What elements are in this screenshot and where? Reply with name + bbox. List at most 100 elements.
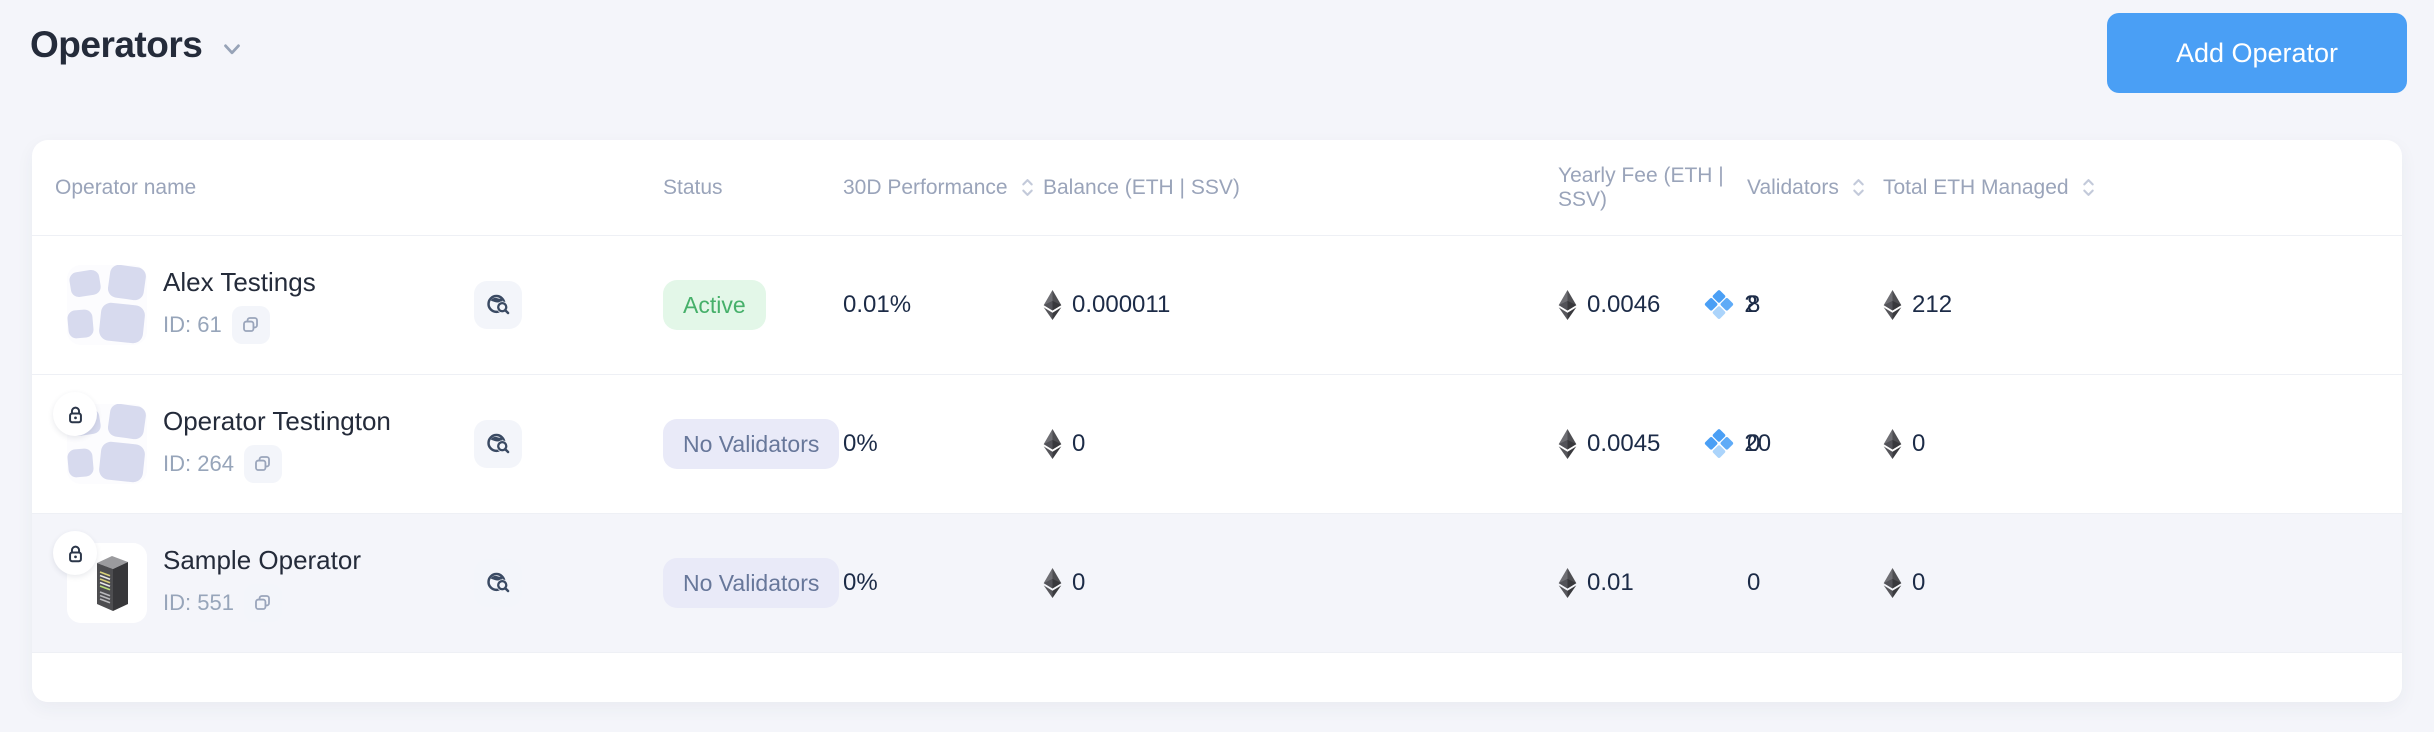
operators-table-card: Operator name Status 30D Performance Bal… — [32, 140, 2402, 702]
open-in-explorer-button[interactable] — [474, 420, 522, 468]
copy-id-button[interactable] — [243, 583, 282, 622]
table-row[interactable]: Alex Testings ID: 61 — [32, 236, 2402, 375]
explorer-globe-magnifier-icon — [486, 294, 509, 314]
yearly-fee-cell: 0.01 — [1558, 568, 1747, 598]
operator-id: ID: 61 — [163, 311, 222, 337]
col-header-label: Operator name — [55, 175, 197, 199]
copy-icon — [243, 317, 259, 332]
fee-eth-value: 0.0046 — [1587, 291, 1661, 318]
top-bar: Operators Add Operator — [0, 0, 2434, 140]
open-in-explorer-button[interactable] — [474, 281, 522, 329]
operator-name: Operator Testington — [163, 405, 391, 436]
status-badge: No Validators — [663, 419, 840, 469]
fee-eth-value: 0.0045 — [1587, 430, 1661, 457]
private-operator-badge — [53, 531, 97, 575]
sort-icon[interactable] — [1851, 177, 1866, 198]
col-header-status: Status — [663, 176, 843, 200]
validators-count: 0 — [1747, 569, 1761, 596]
eth-icon — [1883, 429, 1902, 459]
operator-id: ID: 551 — [163, 589, 234, 615]
copy-icon — [255, 456, 271, 471]
copy-icon — [255, 595, 271, 610]
eth-icon — [1558, 290, 1577, 320]
operator-cell: Sample Operator ID: 551 — [53, 531, 663, 623]
eth-icon — [1558, 429, 1577, 459]
operator-name: Alex Testings — [163, 266, 316, 297]
total-eth-value: 0 — [1912, 430, 1926, 457]
operator-name-block: Alex Testings ID: 61 — [163, 267, 458, 344]
eth-icon — [1043, 568, 1062, 598]
total-eth-cell: 212 — [1883, 290, 2402, 320]
fee-ssv-value: 2 — [1744, 291, 1758, 318]
col-header-yearly-fee: Yearly Fee (ETH | SSV) — [1558, 164, 1747, 212]
col-header-validators[interactable]: Validators — [1747, 176, 1883, 200]
operator-cell: Alex Testings ID: 61 — [67, 265, 663, 345]
col-header-label: Balance (ETH | SSV) — [1043, 175, 1240, 199]
col-header-operator-name: Operator name — [55, 176, 663, 200]
total-eth-cell: 0 — [1883, 429, 2402, 459]
ssv-icon — [1705, 429, 1734, 458]
balance-eth-value: 0 — [1072, 569, 1086, 596]
col-header-label: 30D Performance — [843, 175, 1008, 199]
balance-eth-value: 0 — [1072, 430, 1086, 457]
operator-avatar-wrap — [53, 392, 147, 484]
status-badge: Active — [663, 280, 766, 330]
eth-icon — [1883, 290, 1902, 320]
col-header-label: Total ETH Managed — [1883, 175, 2069, 199]
performance-value: 0% — [843, 430, 878, 457]
eth-icon — [1883, 568, 1902, 598]
performance-value: 0.01% — [843, 291, 912, 318]
lock-icon — [68, 545, 82, 562]
table-header-row: Operator name Status 30D Performance Bal… — [32, 140, 2402, 236]
col-header-label: Yearly Fee (ETH | SSV) — [1558, 163, 1724, 211]
status-badge: No Validators — [663, 558, 840, 608]
operator-avatar-wrap — [53, 531, 147, 623]
fee-ssv-value: 20 — [1744, 430, 1772, 457]
total-eth-value: 0 — [1912, 569, 1926, 596]
chevron-down-icon[interactable] — [218, 35, 246, 63]
private-operator-badge — [53, 392, 97, 436]
yearly-fee-cell: 0.0045 20 — [1558, 429, 1771, 459]
operator-name-block: Sample Operator ID: 551 — [163, 545, 458, 622]
table-row[interactable]: Operator Testington ID: 264 — [32, 375, 2402, 514]
page-title-dropdown[interactable]: Operators — [30, 24, 246, 66]
copy-id-button[interactable] — [243, 444, 282, 483]
col-header-30d-performance[interactable]: 30D Performance — [843, 176, 1043, 200]
status-cell: No Validators — [663, 419, 843, 469]
add-operator-button[interactable]: Add Operator — [2107, 13, 2407, 93]
performance-value: 0% — [843, 569, 878, 596]
yearly-fee-cell: 0.0046 2 — [1558, 290, 1758, 320]
balance-cell: 0 — [1043, 568, 1558, 598]
explorer-globe-magnifier-icon — [486, 433, 509, 453]
lock-icon — [68, 406, 82, 423]
operator-avatar — [67, 265, 147, 345]
status-cell: Active — [663, 280, 843, 330]
fee-eth-value: 0.01 — [1587, 569, 1634, 596]
col-header-total-eth-managed[interactable]: Total ETH Managed — [1883, 176, 2402, 200]
operator-cell: Operator Testington ID: 264 — [53, 392, 663, 484]
col-header-label: Validators — [1747, 175, 1839, 199]
eth-icon — [1558, 568, 1577, 598]
ssv-icon — [1705, 290, 1734, 319]
total-eth-cell: 0 — [1883, 568, 2402, 598]
operator-name: Sample Operator — [163, 544, 361, 575]
status-cell: No Validators — [663, 558, 843, 608]
copy-id-button[interactable] — [231, 305, 270, 344]
balance-cell: 0 — [1043, 429, 1558, 459]
validators-count: 8 — [1747, 291, 1761, 318]
col-header-balance: Balance (ETH | SSV) — [1043, 176, 1558, 200]
sort-icon[interactable] — [2081, 177, 2096, 198]
operator-id: ID: 264 — [163, 450, 234, 476]
table-footer — [32, 653, 2402, 702]
total-eth-value: 212 — [1912, 291, 1953, 318]
col-header-label: Status — [663, 175, 723, 199]
sort-icon[interactable] — [1020, 177, 1035, 198]
table-row[interactable]: Sample Operator ID: 551 — [32, 514, 2402, 653]
open-in-explorer-button[interactable] — [474, 559, 522, 607]
validators-count: 0 — [1747, 430, 1761, 457]
eth-icon — [1043, 429, 1062, 459]
balance-eth-value: 0.000011 — [1072, 291, 1171, 318]
balance-cell: 0.000011 — [1043, 290, 1558, 320]
operator-avatar-wrap — [67, 265, 147, 345]
page-title: Operators — [30, 24, 203, 65]
